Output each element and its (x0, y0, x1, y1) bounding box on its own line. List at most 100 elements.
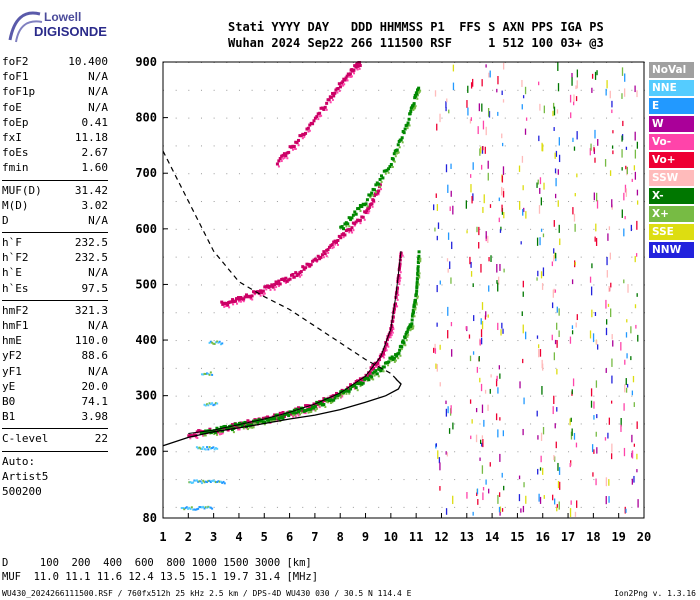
grid-dot (314, 173, 316, 175)
param-name: B1 (2, 410, 16, 424)
grid-dot (454, 479, 456, 481)
trace-point (374, 183, 378, 187)
noise-echo (481, 103, 483, 112)
noise-echo (472, 193, 474, 201)
trace-point (416, 277, 420, 281)
trace-point (311, 122, 315, 126)
noise-echo (482, 206, 484, 213)
grid-dot (416, 201, 418, 203)
noise-echo (605, 327, 608, 336)
grid-dot (454, 173, 456, 175)
noise-echo (447, 232, 450, 240)
grid-dot (606, 340, 608, 342)
grid-dot (226, 479, 228, 481)
footer-version: Ion2Png v. 1.3.16 (614, 589, 696, 598)
noise-echo (594, 71, 597, 80)
trace-point (308, 123, 312, 127)
trace-point (340, 225, 344, 229)
noise-echo (608, 479, 610, 486)
grid-dot (200, 228, 202, 230)
trace-point (394, 155, 397, 158)
es-echo (189, 507, 192, 510)
grid-dot (492, 506, 494, 508)
noise-echo (554, 456, 556, 462)
grid-dot (200, 145, 202, 147)
trace-point (377, 182, 381, 186)
noise-echo (539, 237, 541, 246)
trace-point (223, 424, 227, 428)
grid-dot (226, 367, 228, 369)
grid-dot (593, 423, 595, 425)
es-echo (203, 372, 206, 375)
trace-point (342, 393, 345, 396)
noise-echo (497, 75, 499, 85)
trace-point (231, 298, 235, 302)
grid-dot (213, 479, 215, 481)
noise-echo (434, 343, 436, 352)
noise-echo (574, 261, 576, 266)
grid-dot (542, 423, 544, 425)
noise-echo (487, 160, 489, 169)
trace-point (414, 308, 417, 311)
es-echo (213, 342, 216, 345)
grid-dot (352, 173, 354, 175)
noise-echo (522, 358, 524, 364)
noise-echo (449, 261, 451, 270)
noise-echo (522, 185, 524, 191)
noise-echo (591, 444, 594, 453)
es-echo (206, 481, 209, 484)
trace-point (265, 288, 268, 291)
noise-echo (593, 415, 595, 420)
noise-echo (626, 383, 629, 388)
noise-echo (608, 417, 611, 425)
noise-echo (438, 457, 441, 464)
noise-echo (636, 200, 639, 205)
noise-echo (539, 467, 542, 471)
noise-echo (569, 94, 572, 103)
grid-dot (200, 312, 202, 314)
grid-dot (631, 145, 633, 147)
trace-point (368, 193, 372, 197)
noise-echo (501, 508, 504, 512)
grid-dot (492, 367, 494, 369)
grid-dot (504, 256, 506, 258)
y-tick-label: 900 (135, 55, 157, 69)
trace-point (299, 275, 302, 278)
trace-point (378, 177, 382, 181)
grid-dot (479, 228, 481, 230)
param-row-hf2: h`F2 232.5 (2, 250, 108, 265)
trace-point (312, 406, 316, 410)
trace-point (392, 307, 396, 311)
grid-dot (454, 395, 456, 397)
param-row-fof1p: foF1p N/A (2, 84, 108, 99)
trace-point (278, 157, 282, 161)
grid-dot (276, 256, 278, 258)
noise-echo (484, 146, 486, 154)
noise-echo (591, 263, 593, 269)
legend-item-vo: Vo- (649, 134, 694, 150)
grid-dot (593, 506, 595, 508)
grid-dot (618, 89, 620, 91)
grid-dot (238, 506, 240, 508)
noise-echo (502, 430, 504, 437)
grid-dot (175, 173, 177, 175)
trace-point (256, 290, 260, 294)
noise-echo (622, 120, 624, 127)
grid-dot (568, 145, 570, 147)
noise-echo (575, 85, 577, 90)
grid-dot (593, 284, 595, 286)
noise-echo (522, 324, 524, 334)
trace-point (366, 375, 370, 379)
trace-point (236, 296, 240, 300)
es-echo (200, 373, 203, 376)
trace-point (277, 159, 281, 163)
grid-dot (226, 89, 228, 91)
trace-point (350, 75, 353, 78)
grid-dot (542, 506, 544, 508)
noise-echo (636, 453, 638, 460)
trace-point (419, 259, 422, 262)
params-divider (2, 296, 108, 301)
noise-echo (497, 429, 499, 438)
param-value: 74.1 (81, 394, 109, 408)
es-echo (206, 403, 209, 406)
